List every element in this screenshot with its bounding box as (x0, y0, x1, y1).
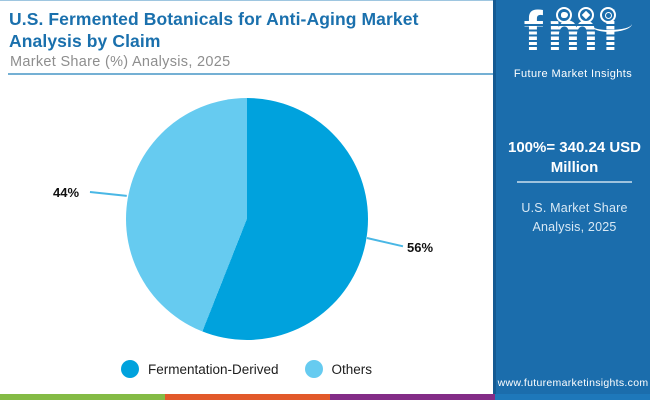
pie-chart (126, 98, 368, 340)
leader-line-others (89, 191, 127, 197)
chart-legend: Fermentation-Derived Others (0, 360, 493, 378)
fmi-logo-tagline: Future Market Insights (513, 68, 633, 80)
leader-line-fermentation (366, 237, 404, 247)
market-total-line2: Million (550, 159, 599, 177)
page-title: U.S. Fermented Botanicals for Anti-Aging… (9, 9, 419, 52)
footer-strip-segment (330, 394, 495, 400)
globe-icon (600, 7, 616, 23)
brand-sidebar: fmi Future Market Insights 100%= 340.24 … (493, 0, 650, 400)
sidebar-note: U.S. Market Share Analysis, 2025 (500, 199, 649, 238)
legend-item-others: Others (304, 360, 373, 378)
top-hairline (0, 0, 493, 1)
sidebar-divider (517, 181, 632, 183)
website-link[interactable]: www.futuremarketinsights.com (497, 377, 649, 389)
pie-data-label-fermentation: 56% (407, 240, 434, 255)
sidebar-note-line1: U.S. Market Share (521, 201, 628, 215)
legend-item-fermentation: Fermentation-Derived (120, 360, 279, 378)
page-subtitle: Market Share (%) Analysis, 2025 (10, 54, 231, 70)
subtitle-divider (8, 73, 493, 75)
map-icon (556, 7, 572, 23)
fmi-logo-swoosh (592, 18, 632, 32)
footer-brand-strip (0, 394, 650, 400)
footer-strip-segment (0, 394, 165, 400)
footer-strip-segment (495, 394, 650, 400)
fmi-logo-badges (556, 7, 616, 23)
legend-swatch (304, 360, 323, 378)
legend-label: Fermentation-Derived (147, 361, 279, 377)
legend-swatch (120, 360, 139, 378)
legend-label: Others (331, 361, 373, 377)
footer-strip-segment (165, 394, 330, 400)
market-total-value: 100%= 340.24 USD Million (500, 138, 649, 179)
sidebar-note-line2: Analysis, 2025 (532, 220, 617, 235)
market-total-line1: 100%= 340.24 USD (507, 139, 641, 156)
fmi-logo: fmi Future Market Insights (496, 4, 650, 86)
compass-icon (578, 7, 594, 23)
pie-data-label-others: 44% (53, 185, 80, 200)
